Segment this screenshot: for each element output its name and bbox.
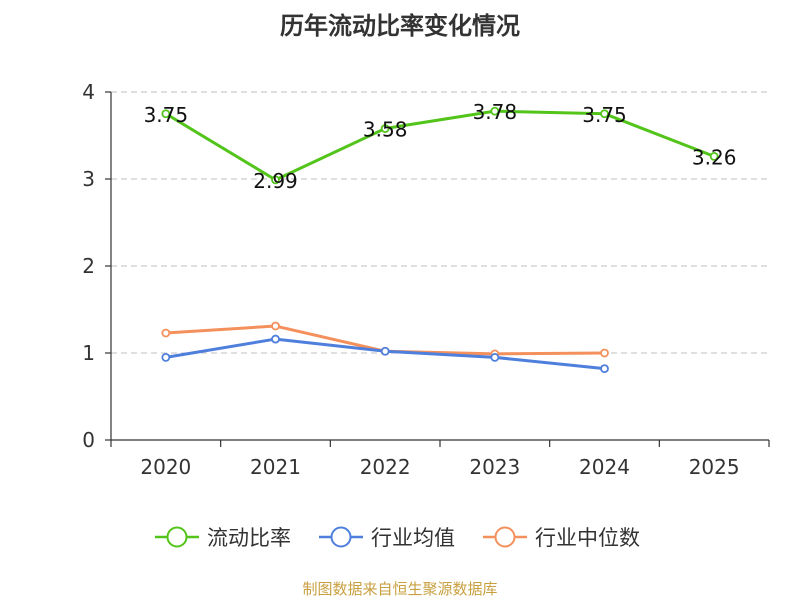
legend-marker-icon (494, 526, 516, 548)
data-point-s1-2024 (600, 109, 609, 119)
data-point-s1-2023 (490, 106, 500, 116)
data-point-s3-2024 (600, 348, 609, 358)
legend-marker-icon (330, 526, 352, 548)
y-tick-label: 4 (82, 80, 95, 104)
data-label-2024: 3.75 (582, 103, 627, 127)
data-point-s3-2020 (161, 328, 171, 338)
legend-label: 流动比率 (207, 526, 291, 550)
legend-item-3[interactable]: 行业中位数 (483, 526, 640, 550)
data-label-2022: 3.58 (363, 118, 408, 142)
y-tick-label: 1 (82, 341, 95, 365)
y-tick-label: 0 (82, 428, 95, 452)
x-tick-label-2021: 2021 (250, 455, 301, 479)
chart-title: 历年流动比率变化情况 (280, 12, 520, 40)
data-point-s2-2021 (271, 334, 280, 344)
data-point-s2-2022 (380, 346, 390, 356)
legend-item-2[interactable]: 行业均值 (319, 526, 455, 550)
data-label-2021: 2.99 (253, 169, 298, 193)
legend-label: 行业均值 (371, 526, 455, 550)
x-tick-label-2023: 2023 (469, 455, 520, 479)
x-tick-label-2025: 2025 (689, 455, 740, 479)
data-point-s1-2021 (271, 175, 280, 185)
data-label-2025: 3.26 (692, 145, 737, 169)
data-label-2020: 3.75 (144, 103, 189, 127)
data-point-s3-2021 (271, 321, 280, 331)
legend-item-1[interactable]: 流动比率 (155, 526, 291, 550)
series-line-1 (165, 109, 715, 182)
y-tick-label: 3 (82, 167, 95, 191)
data-label-2023: 3.78 (473, 100, 518, 124)
data-point-s1-2025 (709, 151, 719, 161)
x-tick-label-2022: 2022 (360, 455, 411, 479)
legend-marker-icon (166, 526, 188, 548)
data-point-s2-2020 (161, 352, 171, 362)
data-point-s1-2020 (161, 109, 171, 119)
data-point-s1-2022 (380, 124, 390, 133)
legend-label: 行业中位数 (535, 526, 640, 550)
x-tick-label-2020: 2020 (140, 455, 191, 479)
data-point-s2-2023 (490, 352, 500, 362)
source-note: 制图数据来自恒生聚源数据库 (302, 580, 497, 598)
y-tick-label: 2 (82, 254, 95, 278)
x-tick-label-2024: 2024 (579, 455, 630, 479)
data-point-s2-2024 (600, 364, 609, 374)
